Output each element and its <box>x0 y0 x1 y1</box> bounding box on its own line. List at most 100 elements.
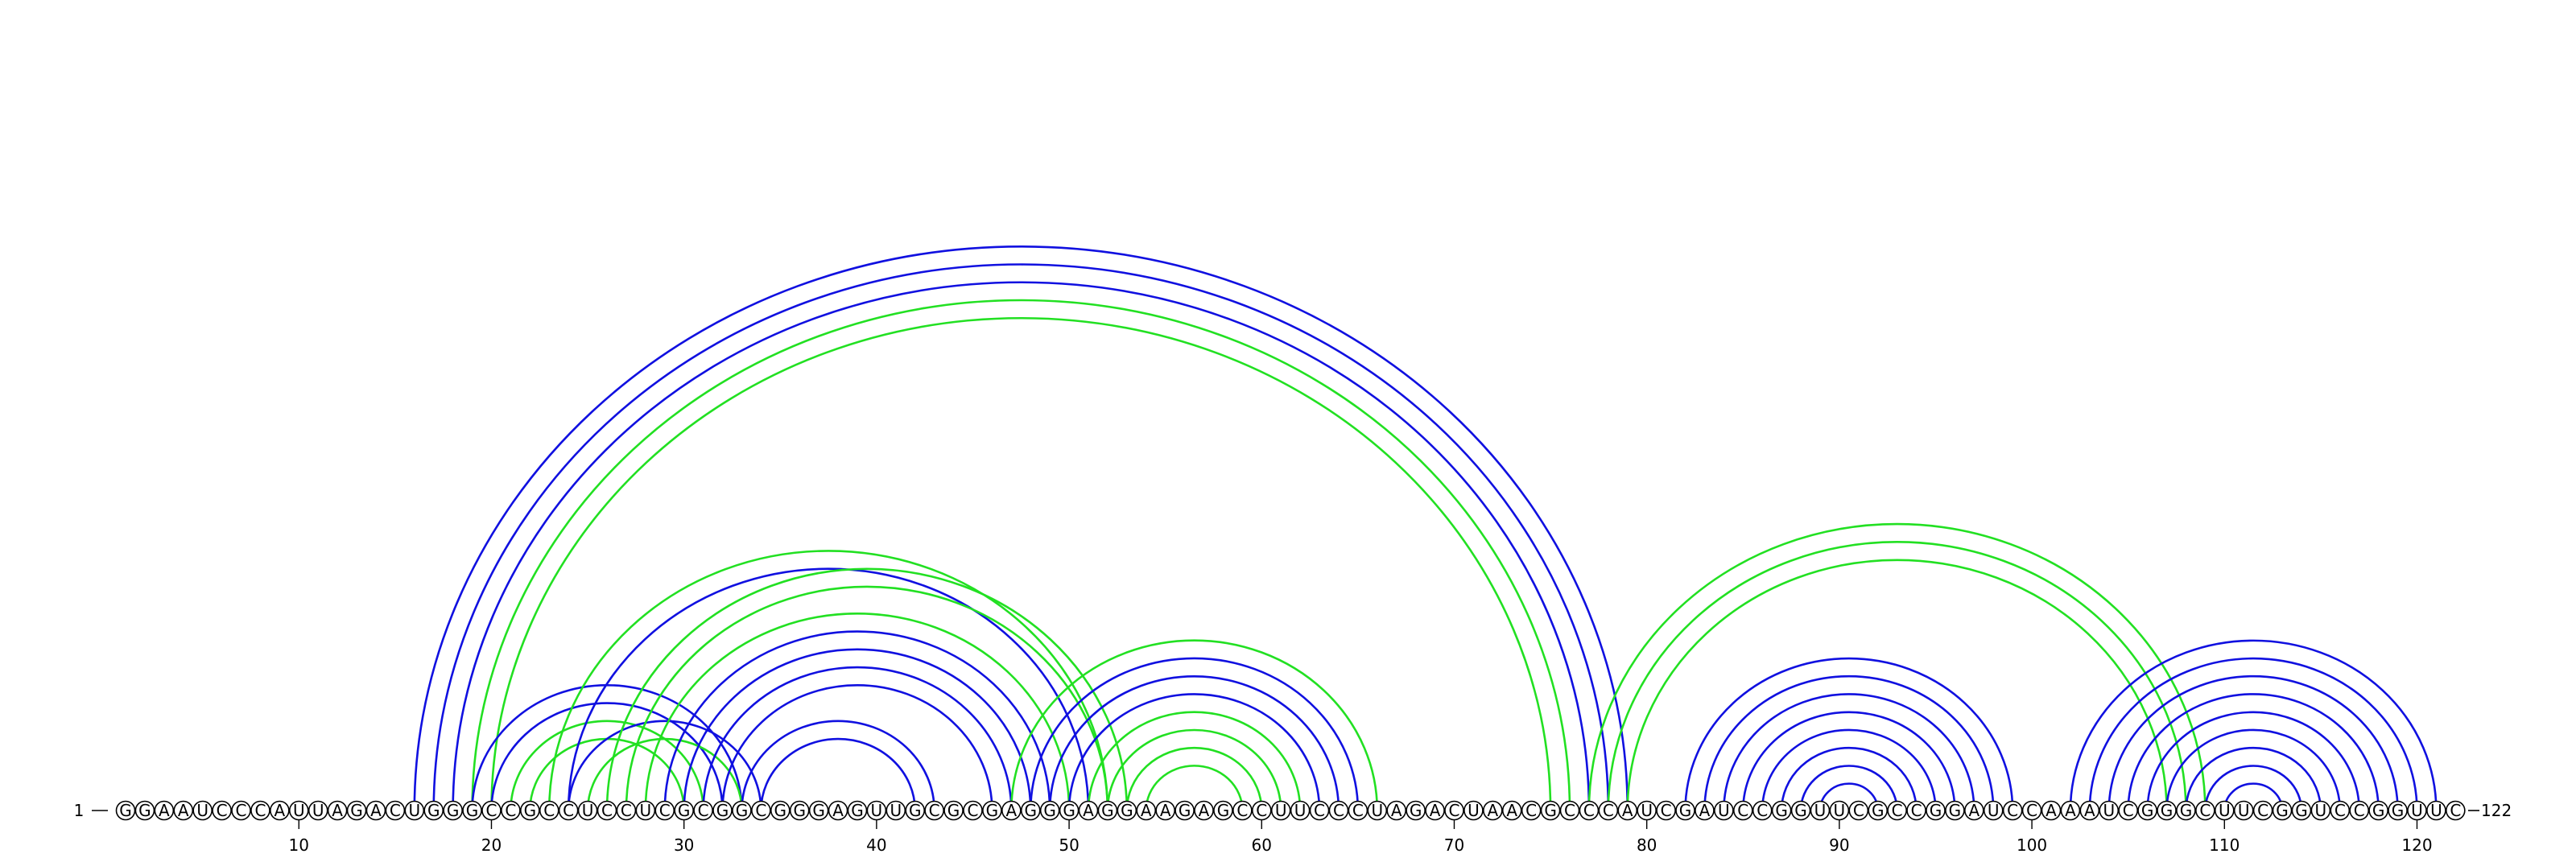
nucleotide-letter: U <box>1468 801 1480 820</box>
nucleotide: U <box>1367 800 1388 821</box>
nucleotide-letter: G <box>1949 801 1962 820</box>
nucleotide: C <box>1232 800 1253 821</box>
nucleotide: U <box>404 800 425 821</box>
nucleotide-letter: G <box>2141 801 2154 820</box>
nucleotide-letter: G <box>774 801 787 820</box>
nucleotide-circle <box>866 800 887 821</box>
nucleotide-circle <box>2252 800 2273 821</box>
tick-label: 120 <box>2401 835 2432 855</box>
nucleotide-letter: G <box>1775 801 1788 820</box>
nucleotide: U <box>2310 800 2331 821</box>
nucleotide-circle <box>1367 800 1388 821</box>
nucleotide-letter: C <box>217 801 228 820</box>
nucleotide: U <box>1270 800 1291 821</box>
nucleotide: G <box>1020 800 1041 821</box>
base-pair-arc <box>567 720 762 811</box>
nucleotide-circle <box>539 800 559 821</box>
nucleotide: U <box>1714 800 1734 821</box>
nucleotide: C <box>1752 800 1773 821</box>
nucleotide-letter: G <box>736 801 749 820</box>
nucleotide-letter: G <box>1872 801 1885 820</box>
nucleotide-circle <box>308 800 328 821</box>
nucleotide-circle <box>828 800 848 821</box>
nucleotide-circle <box>1771 800 1792 821</box>
nucleotide-circle <box>2041 800 2062 821</box>
nucleotide-letter: U <box>2103 801 2115 820</box>
nucleotide-letter: G <box>1179 801 1191 820</box>
nucleotide-circle <box>1290 800 1311 821</box>
nucleotide-circle <box>2176 800 2196 821</box>
base-pair-arc <box>1703 674 1995 811</box>
nucleotide: C <box>1732 800 1753 821</box>
nucleotide: G <box>1926 800 1946 821</box>
nucleotide-circle <box>1386 800 1407 821</box>
nucleotide: G <box>2272 800 2293 821</box>
base-pair-arc <box>2204 765 2303 811</box>
tick-label: 40 <box>866 835 886 855</box>
nucleotide-circle <box>385 800 406 821</box>
base-pair-arc <box>413 245 1629 811</box>
nucleotide-letter: C <box>2450 801 2461 820</box>
nucleotide-letter: G <box>1544 801 1557 820</box>
nucleotide-letter: G <box>2372 801 2385 820</box>
base-pair-arc <box>1145 765 1244 811</box>
nucleotide-letter: C <box>2257 801 2268 820</box>
nucleotide-letter: C <box>1603 801 1614 820</box>
nucleotide-circle <box>115 800 136 821</box>
nucleotide: G <box>1771 800 1792 821</box>
nucleotide-letter: A <box>1083 801 1094 820</box>
nucleotide-circle <box>270 800 290 821</box>
nucleotide: G <box>789 800 810 821</box>
nucleotide: C <box>212 800 232 821</box>
nucleotide: U <box>2214 800 2235 821</box>
nucleotide: G <box>2137 800 2157 821</box>
nucleotide: G <box>712 800 733 821</box>
nucleotide-letter: G <box>678 801 691 820</box>
nucleotide-circle <box>1675 800 1695 821</box>
nucleotide-circle <box>1617 800 1638 821</box>
nucleotide: C <box>250 800 270 821</box>
nucleotide-circle <box>404 800 425 821</box>
nucleotide-circle <box>674 800 694 821</box>
nucleotide-letter: G <box>466 801 479 820</box>
nucleotide-letter: A <box>370 801 382 820</box>
base-pair-arc <box>452 281 1591 811</box>
base-pair-arc <box>1761 728 1937 811</box>
nucleotide-letter: A <box>332 801 343 820</box>
nucleotide-letter: U <box>408 801 420 820</box>
tick-label: 20 <box>481 835 502 855</box>
nucleotide-letter: U <box>2411 801 2423 820</box>
nucleotide-circle <box>2002 800 2023 821</box>
nucleotide-letter: A <box>1487 801 1498 820</box>
base-pair-arc <box>1818 782 1880 811</box>
nucleotide-letter: C <box>236 801 247 820</box>
nucleotide: C <box>1309 800 1330 821</box>
nucleotide-letter: U <box>1814 801 1827 820</box>
nucleotide-letter: U <box>2430 801 2442 820</box>
tick-label: 100 <box>2017 835 2047 855</box>
nucleotide: A <box>1501 800 1522 821</box>
nucleotide-letter: G <box>447 801 460 820</box>
nucleotide-circle <box>1039 800 1060 821</box>
nucleotide: G <box>1213 800 1233 821</box>
nucleotide-circle <box>905 800 926 821</box>
tick-label: 10 <box>289 835 309 855</box>
nucleotide-circle <box>808 800 829 821</box>
nucleotide-circle <box>462 800 482 821</box>
nucleotide-letter: C <box>563 801 574 820</box>
nucleotide: G <box>732 800 752 821</box>
nucleotide: A <box>2060 800 2081 821</box>
nucleotide-circle <box>886 800 906 821</box>
nucleotide-letter: G <box>1101 801 1114 820</box>
nucleotide: G <box>462 800 482 821</box>
nucleotide-circle <box>2291 800 2312 821</box>
nucleotide: G <box>1174 800 1195 821</box>
nucleotide-letter: A <box>1160 801 1171 820</box>
nucleotide: C <box>616 800 637 821</box>
nucleotide: A <box>1695 800 1715 821</box>
nucleotide: C <box>924 800 944 821</box>
nucleotide: G <box>346 800 367 821</box>
nucleotide: A <box>828 800 848 821</box>
